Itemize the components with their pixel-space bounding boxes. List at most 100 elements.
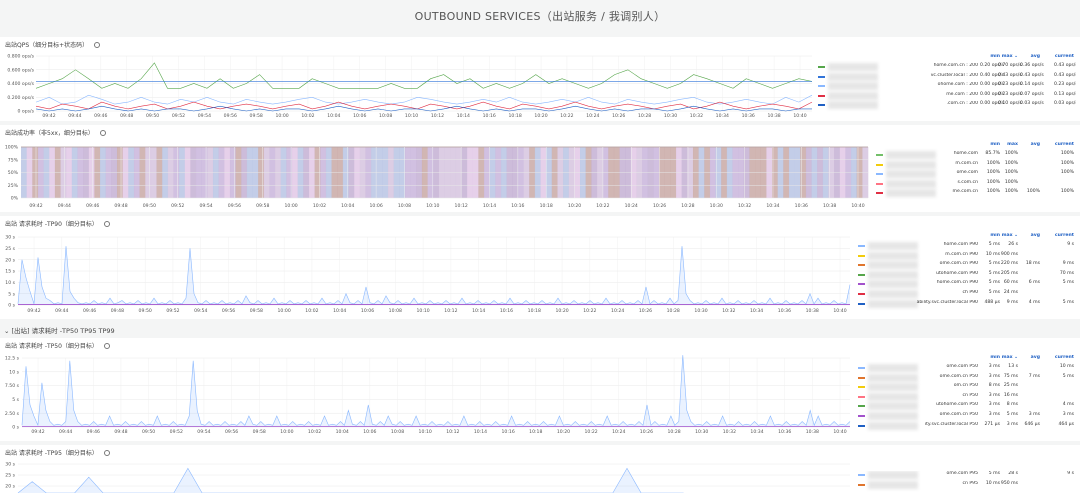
- x-tick-label: 09:58: [250, 113, 263, 119]
- legend-value-avg: 0.36 ops/s: [1020, 63, 1044, 68]
- tp95-chart[interactable]: 30 s 25 s 20 s: [0, 445, 1080, 493]
- legend-row[interactable]: cn P50 3 ms 16 ms: [858, 392, 1076, 402]
- info-icon[interactable]: [103, 221, 110, 227]
- x-tick-label: 10:10: [416, 308, 429, 314]
- legend-row[interactable]: utohome.com P50 3 ms 8 ms 4 ms: [858, 402, 1076, 411]
- legend-series-name: home.com.cn : 200: [933, 63, 978, 68]
- legend-row[interactable]: om.cn P50 8 ms 25 ms: [858, 383, 1076, 392]
- panel-outbound-latency-tp95[interactable]: 出站 请求耗时 -TP95（细分目标） 30 s 25 s 20 s ome.com…: [0, 445, 1080, 493]
- legend-col-avg[interactable]: avg: [1030, 233, 1040, 238]
- legend-row[interactable]: home.com P90 5 ms 26 s 9 s: [858, 242, 1076, 251]
- legend-row[interactable]: m.com.cn 100% 100% 100%: [876, 160, 1076, 170]
- panel-title[interactable]: 出站 请求耗时 -TP95（细分目标）: [5, 448, 110, 457]
- legend-col-min[interactable]: min: [990, 54, 1000, 59]
- legend-value-avg: 0.03 ops/s: [1020, 101, 1044, 107]
- panel-title[interactable]: 出站 请求耗时 -TP50（细分目标）: [5, 341, 110, 350]
- legend-row[interactable]: ome.com P95 5 ms 28 s 9 s: [858, 471, 1076, 480]
- x-tick-label: 09:46: [83, 308, 96, 314]
- info-icon[interactable]: [103, 343, 110, 349]
- legend-value-min: 0.20 ops/s: [980, 63, 1004, 68]
- legend-value-min: 3 ms: [988, 402, 1000, 408]
- panel-outbound-qps[interactable]: 出站QPS（细分目标+状态码） 0.800 ops/s 0.600 ops/s 0.…: [0, 37, 1080, 121]
- legend-row[interactable]: vc.cluster.local : 200 0.40 ops/s 0.43 ops…: [818, 72, 1076, 82]
- legend-swatch: [858, 415, 865, 417]
- legend-row[interactable]: ome.com P50 3 ms 13 s 10 ms: [858, 364, 1076, 373]
- x-tick-label: 10:14: [483, 203, 496, 209]
- panel-outbound-latency-tp50[interactable]: 出站 请求耗时 -TP50（细分目标） 12.5 s 10 s 7.50 s 5 s 2…: [0, 338, 1080, 441]
- legend-row[interactable]: home.com.cn : 200 0.20 ops/s 0.70 ops/s 0.3…: [818, 63, 1076, 72]
- legend-row[interactable]: .com.cn : 200 0.00 ops/s 0.10 ops/s 0.03 op…: [818, 101, 1076, 110]
- legend-col-current[interactable]: current: [1054, 54, 1074, 59]
- legend-row[interactable]: ity.svc.cluster.local P50 271 µs 3 ms 646 µ…: [858, 421, 1076, 431]
- legend-value-current: 100%: [1060, 160, 1074, 166]
- legend-col-current[interactable]: current: [1054, 142, 1074, 147]
- legend-swatch: [858, 273, 865, 276]
- legend-series-name: ome.com P50: [946, 364, 978, 369]
- legend-row[interactable]: ohome.com : 200 0.00 ops/s 0.23 ops/s 0.14 …: [818, 82, 1076, 91]
- x-tick-label: 09:46: [94, 113, 107, 119]
- row-collapse-toggle[interactable]: ⌄ [出站] 请求耗时 -TP50 TP95 TP99: [4, 327, 115, 335]
- legend-col-current[interactable]: current: [1054, 233, 1074, 238]
- panel-outbound-success-rate[interactable]: 出站成功率（非5xx，细分目标） 100% 75% 50% 25% 0% 09:42 09:…: [0, 125, 1080, 212]
- legend-value-min: 100%: [986, 160, 1000, 166]
- legend-col-max[interactable]: max: [1007, 142, 1018, 147]
- legend-col-min[interactable]: min: [990, 233, 1000, 238]
- panel-title[interactable]: 出站成功率（非5xx，细分目标）: [5, 128, 106, 137]
- legend-row[interactable]: cn P95 10 ms 950 ms: [858, 480, 1076, 490]
- legend-swatch: [858, 283, 865, 286]
- x-tick-label: 10:00: [280, 429, 293, 435]
- panel-title[interactable]: 出站QPS（细分目标+状态码）: [5, 40, 101, 49]
- legend-series-name: s.com.cn: [957, 179, 978, 185]
- series-line-0: [17, 467, 684, 493]
- legend-col-avg[interactable]: avg: [1030, 355, 1040, 360]
- info-icon[interactable]: [103, 450, 110, 456]
- panel-outbound-latency-tp90[interactable]: 出站 请求耗时 -TP90（细分目标） 30 s 25 s 20 s 15 s 10 s…: [0, 216, 1080, 319]
- x-tick-label: 10:16: [483, 113, 496, 119]
- tp90-chart[interactable]: 30 s 25 s 20 s 15 s 10 s 5 s 0 s 09:42 09:44 09:4…: [0, 216, 1080, 319]
- legend-row[interactable]: home.com 85.7% 100% 100%: [876, 151, 1076, 160]
- legend-swatch: [818, 94, 825, 97]
- legend-row[interactable]: me.com.cn 100% 100% 100% 100%: [876, 189, 1076, 198]
- legend-row[interactable]: ome.com.cn P90 5 ms 220 ms 18 ms 9 ms: [858, 261, 1076, 270]
- legend-row[interactable]: ome.com.cn P50 3 ms 5 ms 3 ms 3 ms: [858, 412, 1076, 421]
- legend-value-max: 3 ms: [1006, 421, 1018, 427]
- legend-col-min[interactable]: min: [990, 355, 1000, 360]
- x-tick-label: 10:12: [446, 429, 459, 435]
- x-tick-label: 09:52: [170, 429, 183, 435]
- legend-col-max[interactable]: max ⌄: [1001, 355, 1018, 360]
- legend-row[interactable]: m.com.cn P90 10 ms 900 ms: [858, 251, 1076, 261]
- x-tick-label: 10:10: [426, 203, 439, 209]
- legend-row[interactable]: home.com.cn P90 5 ms 60 ms 6 ms 5 ms: [858, 280, 1076, 289]
- redacted-name: [868, 373, 918, 382]
- legend-col-min[interactable]: min: [990, 142, 1000, 147]
- tp50-chart[interactable]: 12.5 s 10 s 7.50 s 5 s 2.50 s 0 s 09:42 09:44 09…: [0, 338, 1080, 441]
- legend-col-avg[interactable]: avg: [1030, 142, 1040, 147]
- legend-swatch: [858, 483, 865, 486]
- info-icon[interactable]: [99, 130, 106, 136]
- info-icon[interactable]: [94, 42, 101, 48]
- legend-row[interactable]: utohome.com P90 5 ms 205 ms 70 ms: [858, 270, 1076, 280]
- legend-value-avg: 7 ms: [1028, 373, 1040, 379]
- legend-row[interactable]: ome.com.cn P50 3 ms 75 ms 7 ms 5 ms: [858, 373, 1076, 383]
- legend-value-max: 28 s: [1008, 471, 1018, 476]
- x-tick-label: 10:22: [583, 308, 596, 314]
- success-rate-chart[interactable]: 100% 75% 50% 25% 0% 09:42 09:44 09:46 09:48 09:50…: [0, 125, 1080, 212]
- y-tick-label: 30 s: [5, 235, 15, 241]
- legend-row[interactable]: ome.com 100% 100% 100%: [876, 170, 1076, 179]
- x-tick-label: 10:02: [308, 429, 321, 435]
- legend-col-current[interactable]: current: [1054, 355, 1074, 360]
- legend-col-max[interactable]: max ⌄: [1001, 233, 1018, 238]
- y-tick-label: 2.50 s: [5, 411, 20, 417]
- legend-row[interactable]: ability.svc.cluster.local P90 488 µs 9 ms 4…: [858, 299, 1076, 309]
- panel-title[interactable]: 出站 请求耗时 -TP90（细分目标）: [5, 219, 110, 228]
- x-tick-label: 10:24: [612, 429, 625, 435]
- legend-row[interactable]: s.com.cn 100% 100%: [876, 179, 1076, 189]
- x-tick-label: 10:38: [806, 429, 819, 435]
- x-tick-label: 10:00: [278, 308, 291, 314]
- legend-col-avg[interactable]: avg: [1030, 54, 1040, 59]
- legend-row[interactable]: me.com : 200 0.00 ops/s 0.23 ops/s 0.07 ops…: [818, 91, 1076, 101]
- legend-col-max[interactable]: max ⌄: [1001, 54, 1018, 59]
- redacted-name: [886, 160, 936, 169]
- qps-chart[interactable]: 0.800 ops/s 0.600 ops/s 0.400 ops/s 0.200 o…: [0, 37, 1080, 121]
- legend-row[interactable]: ch P90 5 ms 24 ms: [858, 290, 1076, 299]
